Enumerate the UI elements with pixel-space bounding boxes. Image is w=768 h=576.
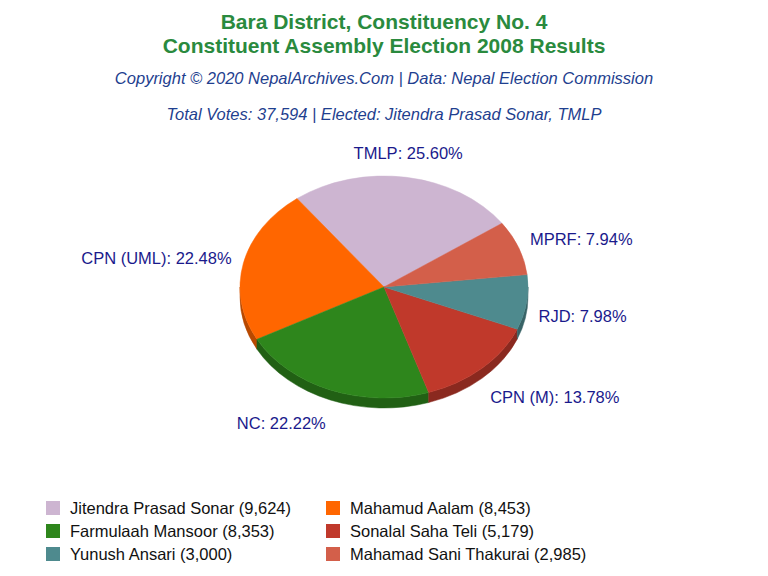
chart: Bara District, Constituency No. 4Constit… — [0, 0, 768, 576]
background — [0, 0, 768, 576]
data-label-separator: : — [571, 307, 580, 325]
data-label-category: RJD — [539, 307, 571, 325]
title: Bara District, Constituency No. 4 — [221, 10, 548, 33]
data-label: NC: 22.22% — [237, 414, 326, 432]
legend-label: Yunush Ansari (3,000) — [70, 545, 232, 563]
data-label-value: 13.78% — [563, 388, 619, 406]
legend-label: Mahamad Sani Thakurai (2,985) — [350, 545, 586, 563]
legend-label: Farmulaah Mansoor (8,353) — [70, 522, 275, 540]
chart-root: Bara District, Constituency No. 4Constit… — [0, 0, 768, 576]
pie — [240, 176, 528, 398]
data-label-separator: : — [398, 144, 407, 162]
legend-label: Mahamud Aalam (8,453) — [350, 499, 531, 517]
data-label-value: 22.48% — [176, 249, 232, 267]
data-label: MPRF: 7.94% — [530, 230, 633, 248]
data-label-value: 7.94% — [586, 230, 633, 248]
legend-swatch — [46, 547, 60, 561]
legend-label: Sonalal Saha Teli (5,179) — [350, 522, 534, 540]
legend-swatch — [326, 547, 340, 561]
data-label-separator: : — [166, 249, 175, 267]
annotation: Total Votes: 37,594 | Elected: Jitendra … — [166, 105, 601, 123]
title: Constituent Assembly Election 2008 Resul… — [163, 34, 606, 57]
legend-swatch — [326, 524, 340, 538]
data-label: RJD: 7.98% — [539, 307, 627, 325]
legend-swatch — [46, 501, 60, 515]
data-label-value: 22.22% — [270, 414, 326, 432]
data-label-category: CPN (M) — [490, 388, 554, 406]
pie-slice — [384, 223, 527, 287]
legend-swatch — [46, 524, 60, 538]
data-label-value: 7.98% — [580, 307, 627, 325]
data-label: TMLP: 25.60% — [354, 144, 463, 162]
subtitle: Copyright © 2020 NepalArchives.Com | Dat… — [115, 69, 653, 87]
data-label-category: CPN (UML) — [81, 249, 166, 267]
data-label-category: MPRF — [530, 230, 577, 248]
data-label: CPN (M): 13.78% — [490, 388, 620, 406]
data-label: CPN (UML): 22.48% — [81, 249, 232, 267]
legend-swatch — [326, 501, 340, 515]
data-label-separator: : — [554, 388, 563, 406]
data-label-category: TMLP — [354, 144, 398, 162]
data-label-value: 25.60% — [407, 144, 463, 162]
data-label-category: NC — [237, 414, 261, 432]
legend-label: Jitendra Prasad Sonar (9,624) — [70, 499, 291, 517]
data-label-separator: : — [261, 414, 270, 432]
data-label-separator: : — [577, 230, 586, 248]
legend: Jitendra Prasad Sonar (9,624) Mahamud Aal… — [46, 499, 586, 563]
